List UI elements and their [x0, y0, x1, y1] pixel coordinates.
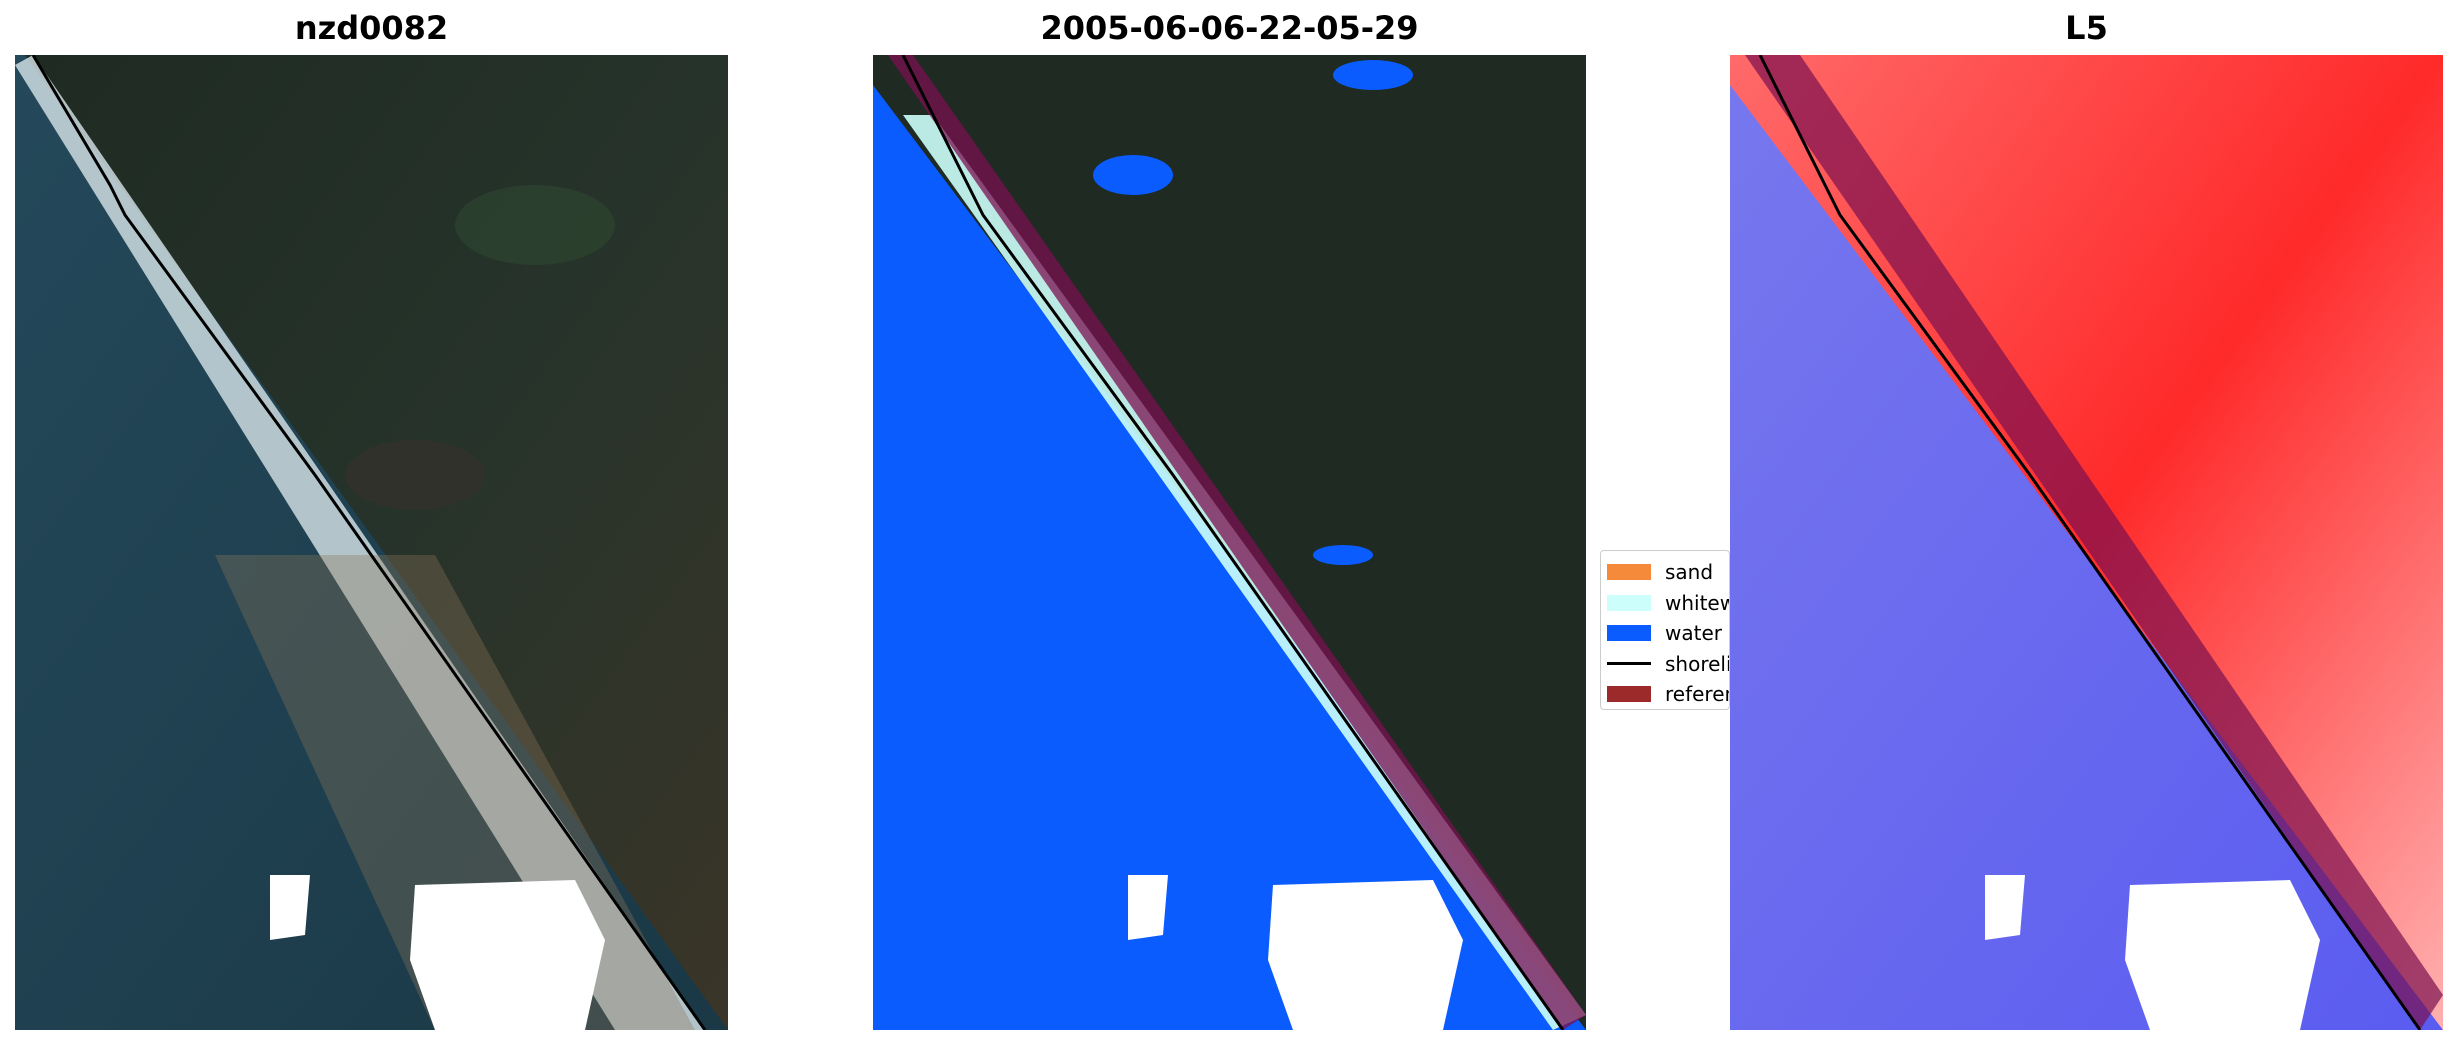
reference-buffer [1745, 55, 2443, 1030]
reference-swatch [1607, 686, 1651, 703]
cloud-mask [410, 880, 605, 1030]
sand-swatch [1607, 564, 1651, 581]
water-patch [1313, 545, 1373, 565]
water-patch [1333, 60, 1413, 90]
classification-panel [873, 55, 1586, 1030]
shoreline-line-swatch [1607, 662, 1651, 666]
index-image [1730, 55, 2443, 1030]
water-patch [1093, 155, 1173, 195]
shoreline-line [901, 55, 1565, 1030]
cloud-mask [2125, 880, 2320, 1030]
shoreline-line [31, 55, 707, 1030]
water-swatch [1607, 625, 1651, 642]
vegetation-patch [345, 440, 485, 510]
vegetation-patch [455, 185, 615, 265]
panel-title-classification: 2005-06-06-22-05-29 [1040, 9, 1419, 47]
shoreline-line [1758, 55, 2422, 1030]
legend-label: shoreline [1665, 651, 1729, 676]
legend-label: reference shoreline buffer [1665, 682, 1729, 707]
reference-buffer [888, 55, 1586, 1030]
cloud-mask [270, 875, 310, 940]
legend-entry-shoreline: shoreline [1601, 649, 1729, 680]
whitewater-swatch [1607, 594, 1651, 611]
legend-entry-water: water [1601, 618, 1729, 649]
cloud-mask [1128, 875, 1168, 940]
panel-title-index: L5 [2065, 9, 2108, 47]
legend-entry-sand: sand [1601, 557, 1729, 588]
legend-label: sand [1665, 560, 1714, 585]
index-panel [1730, 55, 2443, 1030]
cloud-mask [1268, 880, 1463, 1030]
panel-title-rgb: nzd0082 [294, 9, 449, 47]
rgb-image [15, 55, 728, 1030]
legend-entry-reference: reference shoreline buffer [1601, 679, 1729, 709]
classification-image [873, 55, 1586, 1030]
legend-label: water [1665, 621, 1722, 646]
cloud-mask [1985, 875, 2025, 940]
rgb-image-panel [15, 55, 728, 1030]
